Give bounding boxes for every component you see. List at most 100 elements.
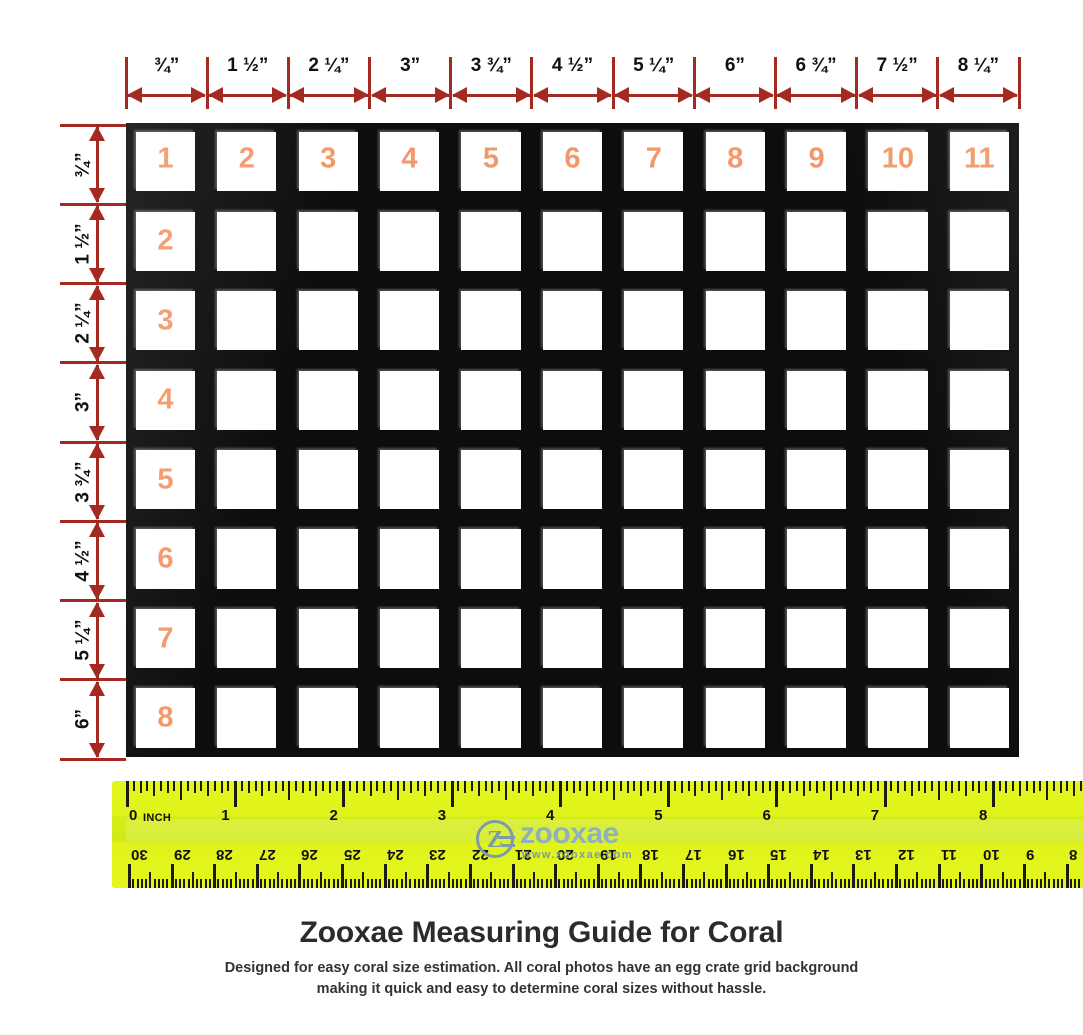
ruler-tick-cm [515,879,518,888]
grid-cell-opening [868,370,928,430]
grid-cell-opening [217,450,277,510]
ruler-tick-inch [1025,781,1028,791]
left-scale-arrow-icon [89,601,105,680]
grid-cell-opening [949,291,1009,351]
grid-cell [937,598,1019,678]
top-scale-arrow-icon [857,87,937,103]
grid-cell-opening [705,291,765,351]
grid-cell [369,598,451,678]
ruler-tick-cm [831,872,834,888]
ruler-tick-inch [592,781,595,791]
ruler-tick-inch [153,781,156,796]
grid-cell [937,281,1019,361]
grid-cell-opening: 3 [135,291,196,351]
ruler-tick-inch [728,781,731,791]
ruler-tick-inch [254,781,257,791]
ruler-tick-inch [416,781,419,791]
grid-cell-opening [705,211,765,271]
ruler-tick-cm [204,879,207,888]
top-scale-label: 1 ½” [227,55,269,76]
ruler-tick-cm [690,879,693,888]
ruler-tick-inch [856,781,859,796]
ruler-tick-inch [159,781,162,791]
grid-column-number: 2 [238,142,255,175]
ruler-tick-inch [213,781,216,791]
ruler-number-inch: 3 [437,807,447,824]
ruler-tick-inch [457,781,460,791]
grid-cell [856,440,938,520]
ruler-tick-cm [302,879,305,888]
grid-cell-opening: 6 [542,132,602,192]
ruler-tick-inch [870,781,873,793]
top-scale-label: 3 ¾” [470,55,512,76]
ruler-tick-inch [288,781,291,800]
grid-cell [369,281,451,361]
ruler-tick-cm [170,864,174,888]
grid-cell [369,519,451,599]
grid-cell-opening [624,370,684,430]
ruler-tick-cm [1010,879,1013,888]
ruler-tick-cm [711,879,714,888]
ruler-tick-cm [720,879,723,888]
ruler-tick-cm [477,879,480,888]
ruler-number-cm: 24 [386,846,404,863]
grid-cell-opening [705,529,765,589]
ruler-tick-cm [345,879,348,888]
ruler-tick-inch [234,781,238,807]
grid-cell-opening [868,529,928,589]
grid-cell [207,519,289,599]
ruler-tick-cm [498,879,501,888]
ruler-tick-inch [646,781,649,791]
top-scale-label: 2 ¼” [308,55,350,76]
ruler-tick-cm [191,872,194,888]
grid-cell: 1 [126,123,208,203]
ruler-tick-cm [200,879,203,888]
ruler-tick-cm [528,879,531,888]
top-scale-arrow-icon [208,87,288,103]
ruler-tick-inch [1079,781,1082,791]
left-scale-tick [60,678,126,682]
ruler-tick-cm [136,879,139,888]
ruler-tick-cm [183,879,186,888]
grid-column-number: 11 [963,142,995,175]
ruler-tick-cm [1001,872,1004,888]
ruler-number-inch: 6 [762,807,771,824]
grid-cell [694,281,776,361]
ruler-tick-cm [1031,879,1034,888]
ruler-tick-inch [876,781,879,791]
ruler-number-cm: 15 [770,846,787,863]
ruler-tick-cm [298,864,302,888]
grid-cell-opening [624,211,684,271]
ruler-tick-inch [139,781,142,793]
top-scale-arrow-icon [289,87,369,103]
ruler-tick-cm [400,879,403,888]
ruler-tick-inch [836,781,839,791]
grid-cell [531,519,614,599]
ruler-tick-inch [924,781,927,793]
grid-cell-opening: 2 [135,211,196,271]
ruler-tick-cm [707,879,710,888]
grid-cell-opening [217,688,277,748]
ruler-tick-inch [619,781,622,791]
zooxae-logo-mark-icon: Z [476,820,515,858]
top-scale-arrow-icon [532,87,613,103]
ruler-tick-cm [852,864,856,888]
ruler-tick-cm [473,879,476,888]
ruler-tick-cm [579,879,582,888]
ruler-tick-cm [635,879,638,888]
ruler-tick-inch [552,781,555,791]
ruler-tick-cm [741,879,744,888]
page-title: Zooxae Measuring Guide for Coral [299,916,784,949]
ruler-tick-cm [1014,879,1017,888]
grid-cell-opening: 7 [135,608,196,669]
ruler-tick-cm [933,879,936,888]
ruler-number-inch-0: 0 [129,807,138,824]
left-scale-tick [60,282,126,285]
ruler-tick-cm [370,879,373,888]
grid-cell [207,440,289,520]
grid-cell-opening [868,450,928,510]
ruler-tick-cm [217,879,220,888]
grid-cell-opening [624,529,684,589]
grid-cell [694,440,776,520]
